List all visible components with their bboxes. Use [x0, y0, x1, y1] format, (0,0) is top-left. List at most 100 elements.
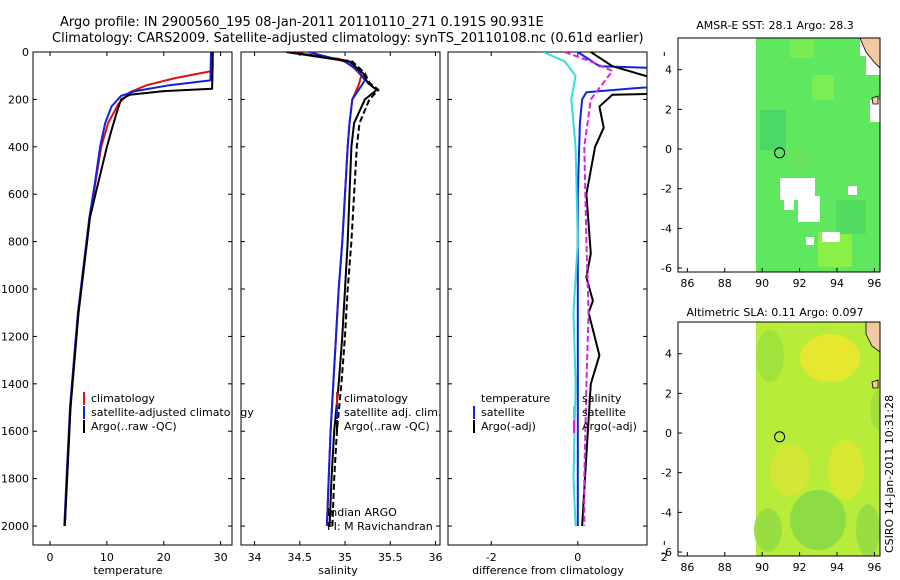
sst-map-title: AMSR-E SST: 28.1 Argo: 28.3 — [696, 19, 854, 32]
timestamp-label: CSIRO 14-Jan-2011 10:31:28 — [883, 395, 896, 553]
figure-canvas: Argo profile: IN 2900560_195 08-Jan-2011… — [0, 0, 900, 580]
x-tick-label: 10 — [100, 551, 114, 564]
series-line — [578, 52, 729, 526]
sla-low — [856, 504, 880, 556]
y-tick-label: 2 — [665, 103, 672, 116]
x-tick-label: 30 — [214, 551, 228, 564]
sst-missing-patch — [806, 237, 814, 245]
temperature-legend: climatology satellite-adjusted climatolo… — [84, 392, 254, 433]
y-tick-label: -4 — [661, 506, 672, 519]
x-tick-label: 20 — [157, 551, 171, 564]
series-line — [64, 52, 211, 526]
legend-label-argo: Argo(..raw -QC) — [344, 420, 430, 433]
y-tick-label: 0 — [665, 427, 672, 440]
salinity-series — [286, 52, 378, 526]
x-tick-label: 86 — [680, 561, 694, 574]
sla-map-raster — [754, 322, 886, 556]
series-line — [309, 52, 365, 526]
x-tick-label: 34 — [248, 551, 262, 564]
y-tick-label: -2 — [661, 467, 672, 480]
temperature-axis-ticks: 0 10 20 30 0 200 400 600 800 1000 1200 1400 1600 1800… — [1, 46, 232, 564]
sla-low — [754, 508, 782, 552]
y-tick-label: 1400 — [1, 378, 29, 391]
legend-label-temp-satellite: satellite — [481, 406, 525, 419]
legend-heading-salinity: salinity — [582, 392, 622, 405]
y-tick-label: 200 — [8, 93, 29, 106]
legend-heading-temperature: temperature — [481, 392, 550, 405]
x-tick-label: 92 — [793, 277, 807, 290]
y-tick-label: 4 — [665, 348, 672, 361]
y-tick-label: -6 — [661, 262, 672, 275]
y-tick-label: -2 — [661, 183, 672, 196]
y-tick-label: 1600 — [1, 425, 29, 438]
difference-axes — [448, 52, 647, 545]
sst-missing-patch — [822, 232, 840, 242]
x-tick-label: 36 — [428, 551, 442, 564]
y-tick-label: -6 — [661, 546, 672, 559]
legend-label-climatology: climatology — [344, 392, 408, 405]
series-line — [291, 52, 362, 526]
y-tick-label: 4 — [665, 64, 672, 77]
y-tick-label: 1000 — [1, 283, 29, 296]
difference-legend: temperature satellite Argo(-adj) salinit… — [474, 392, 637, 433]
legend-label-temp-argo: Argo(-adj) — [481, 420, 536, 433]
figure-title-line2: Climatology: CARS2009. Satellite-adjuste… — [52, 31, 644, 46]
sst-cool-patch — [760, 110, 786, 150]
series-line — [65, 52, 213, 526]
legend-label-argo: Argo(..raw -QC) — [91, 420, 177, 433]
temperature-axes — [33, 52, 232, 545]
legend-label-satellite: satellite-adjusted climatology — [91, 406, 254, 419]
salinity-xlabel: salinity — [318, 564, 358, 577]
legend-overflow-mask — [233, 395, 240, 435]
sla-high — [800, 334, 860, 382]
x-tick-label: -2 — [486, 551, 497, 564]
annotation-pi: PI: M Ravichandran — [327, 520, 433, 533]
salinity-axis-ticks: 34 34.5 35 35.5 36 — [241, 52, 442, 564]
x-tick-label: 35 — [338, 551, 352, 564]
figure-title-line1: Argo profile: IN 2900560_195 08-Jan-2011… — [60, 15, 544, 30]
x-tick-label: 92 — [793, 561, 807, 574]
series-line — [286, 52, 377, 526]
x-tick-label: 90 — [755, 277, 769, 290]
y-tick-label: 0 — [22, 46, 29, 59]
y-tick-label: 1200 — [1, 330, 29, 343]
legend-label-satellite: satellite adj. clim. — [344, 406, 441, 419]
x-tick-label: 88 — [718, 561, 732, 574]
sla-low — [790, 490, 846, 550]
sst-warm-patch — [790, 40, 814, 58]
y-tick-label: 600 — [8, 188, 29, 201]
sst-cool-patch — [836, 200, 866, 234]
sst-missing-patch — [848, 186, 857, 195]
y-tick-label: 0 — [665, 143, 672, 156]
y-tick-label: 2000 — [1, 520, 29, 533]
x-tick-label: 88 — [718, 277, 732, 290]
legend-label-climatology: climatology — [91, 392, 155, 405]
sst-warm-patch — [812, 75, 834, 100]
sla-high — [770, 444, 810, 496]
temperature-series — [64, 52, 212, 526]
temperature-xlabel: temperature — [93, 564, 162, 577]
sla-high — [828, 440, 864, 500]
sst-missing-patch — [784, 198, 794, 210]
legend-label-sal-argo: Argo(-adj) — [582, 420, 637, 433]
series-line — [582, 52, 729, 526]
y-tick-label: -4 — [661, 222, 672, 235]
y-tick-label: 400 — [8, 141, 29, 154]
x-tick-label: 86 — [680, 277, 694, 290]
x-tick-label: 34.5 — [288, 551, 313, 564]
difference-xlabel: difference from climatology — [472, 564, 624, 577]
x-tick-label: 94 — [830, 277, 844, 290]
sst-cool-patch — [790, 150, 810, 170]
y-tick-label: 1800 — [1, 473, 29, 486]
y-tick-label: 2 — [665, 387, 672, 400]
x-tick-label: 94 — [830, 561, 844, 574]
sst-missing-patch — [798, 196, 820, 222]
series-line — [543, 52, 578, 526]
difference-series — [543, 52, 729, 526]
series-line — [65, 52, 213, 526]
x-tick-label: 35.5 — [378, 551, 403, 564]
x-tick-label: 0 — [47, 551, 54, 564]
sla-map-title: Altimetric SLA: 0.11 Argo: 0.097 — [686, 306, 863, 319]
sla-low — [756, 330, 784, 382]
y-tick-label: 800 — [8, 236, 29, 249]
